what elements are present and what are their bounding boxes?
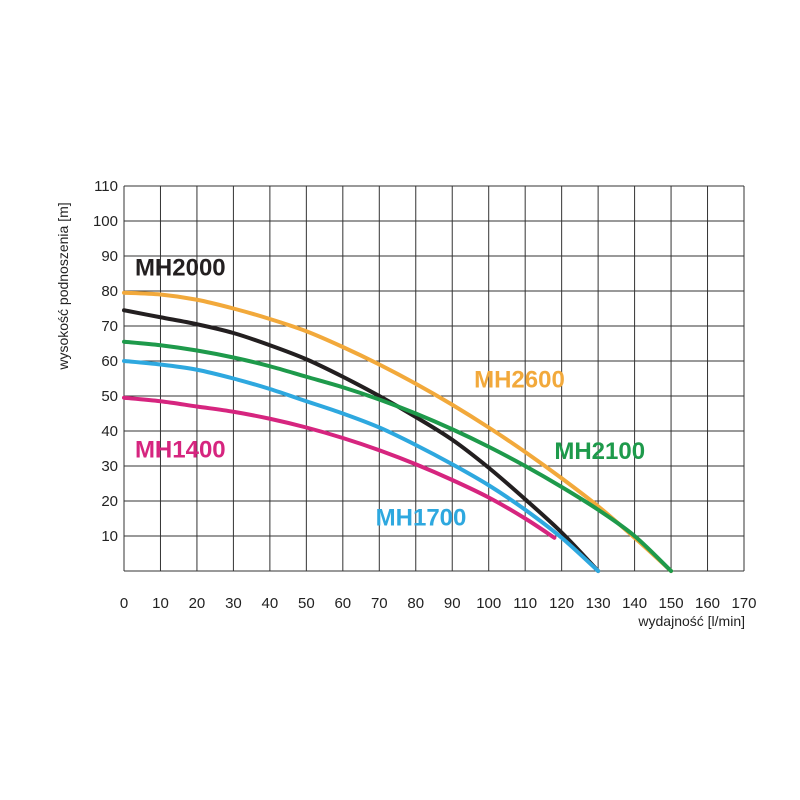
series-label-mh2000: MH2000 <box>135 254 226 281</box>
y-tick-label: 60 <box>101 353 118 370</box>
x-tick-label: 20 <box>189 595 206 612</box>
x-tick-label: 30 <box>225 595 242 612</box>
x-axis-title: wydajność [l/min] <box>637 613 745 629</box>
x-tick-label: 110 <box>513 595 537 612</box>
x-tick-label: 100 <box>476 595 501 612</box>
curves <box>122 290 674 573</box>
x-tick-label: 150 <box>659 595 684 612</box>
y-tick-label: 80 <box>101 283 118 300</box>
series-label-mh1400: MH1400 <box>135 436 226 463</box>
series-labels: MH2600 MH2000 MH2100 MH1700 MH1400 <box>135 254 645 531</box>
series-line-mh2000 <box>122 308 601 573</box>
series-label-mh2600: MH2600 <box>474 366 565 393</box>
x-tick-label: 120 <box>549 595 574 612</box>
x-tick-label: 50 <box>298 595 315 612</box>
x-tick-label: 170 <box>731 595 756 612</box>
series-label-mh1700: MH1700 <box>376 505 467 532</box>
y-tick-label: 70 <box>101 318 118 335</box>
x-tick-label: 10 <box>152 595 169 612</box>
y-tick-label: 110 <box>94 178 118 195</box>
x-tick-label: 0 <box>120 595 128 612</box>
x-tick-label: 60 <box>334 595 351 612</box>
y-tick-label: 20 <box>101 493 118 510</box>
x-tick-label: 160 <box>695 595 720 612</box>
x-tick-label: 130 <box>586 595 611 612</box>
series-line-mh1700 <box>122 359 601 573</box>
x-tick-label: 140 <box>622 595 647 612</box>
x-tick-label: 70 <box>371 595 388 612</box>
series-line-mh1400 <box>122 395 557 540</box>
x-tick-label: 40 <box>262 595 279 612</box>
y-tick-label: 30 <box>101 458 118 475</box>
y-tick-label: 50 <box>101 388 118 405</box>
y-tick-label: 90 <box>101 248 118 265</box>
y-tick-label: 40 <box>101 423 118 440</box>
x-tick-label: 80 <box>407 595 424 612</box>
y-axis-title: wysokość podnoszenia [m] <box>55 202 71 370</box>
y-tick-label: 100 <box>93 213 118 230</box>
series-label-mh2100: MH2100 <box>554 438 645 465</box>
y-tick-label: 10 <box>101 528 118 545</box>
x-tick-label: 90 <box>444 595 461 612</box>
series-line-mh2600 <box>122 290 674 573</box>
tick-labels: 0 10 20 30 40 50 60 70 80 90 100 110 120 130 140 150 160… <box>93 178 757 612</box>
series-line-mh2100 <box>122 339 674 573</box>
